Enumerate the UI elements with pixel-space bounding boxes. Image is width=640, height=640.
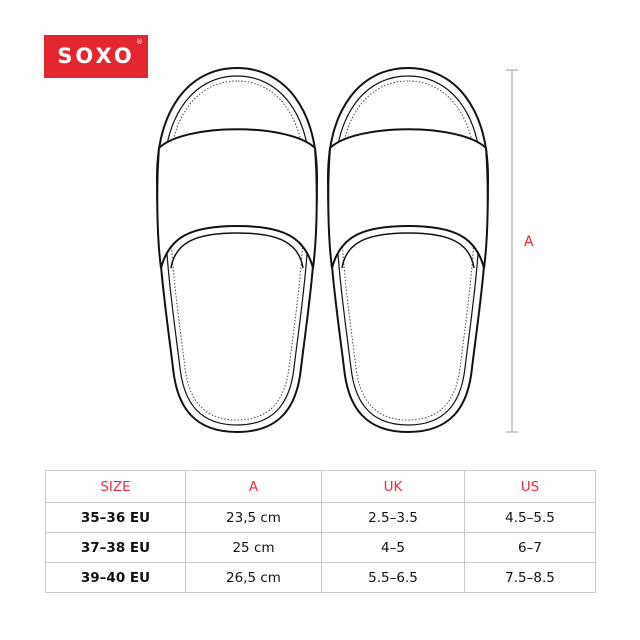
right-slipper bbox=[327, 67, 489, 433]
cell-us: 4.5–5.5 bbox=[464, 502, 596, 533]
header-us: US bbox=[464, 470, 596, 503]
dimension-line-a bbox=[506, 69, 518, 433]
table-row: 35–36 EU 23,5 cm 2.5–3.5 4.5–5.5 bbox=[45, 502, 596, 533]
cell-a: 25 cm bbox=[185, 532, 322, 563]
soxo-logo: SOXO ® bbox=[44, 35, 148, 78]
table-header-row: SIZE A UK US bbox=[45, 470, 596, 503]
size-table: SIZE A UK US 35–36 EU 23,5 cm 2.5–3.5 4.… bbox=[45, 470, 596, 593]
table-row: 39–40 EU 26,5 cm 5.5–6.5 7.5–8.5 bbox=[45, 562, 596, 593]
cell-uk: 2.5–3.5 bbox=[321, 502, 465, 533]
cell-a: 26,5 cm bbox=[185, 562, 322, 593]
slippers-drawing bbox=[156, 67, 518, 433]
cell-uk: 4–5 bbox=[321, 532, 465, 563]
dimension-label: A bbox=[524, 234, 534, 250]
cell-uk: 5.5–6.5 bbox=[321, 562, 465, 593]
header-a: A bbox=[185, 470, 322, 503]
left-slipper bbox=[156, 67, 318, 433]
header-size: SIZE bbox=[45, 470, 186, 503]
cell-size: 37–38 EU bbox=[45, 532, 186, 563]
cell-a: 23,5 cm bbox=[185, 502, 322, 533]
cell-size: 39–40 EU bbox=[45, 562, 186, 593]
table-row: 37–38 EU 25 cm 4–5 6–7 bbox=[45, 532, 596, 563]
logo-registered-mark: ® bbox=[136, 38, 143, 46]
cell-us: 7.5–8.5 bbox=[464, 562, 596, 593]
cell-us: 6–7 bbox=[464, 532, 596, 563]
logo-text: SOXO bbox=[57, 44, 135, 68]
header-uk: UK bbox=[321, 470, 465, 503]
cell-size: 35–36 EU bbox=[45, 502, 186, 533]
